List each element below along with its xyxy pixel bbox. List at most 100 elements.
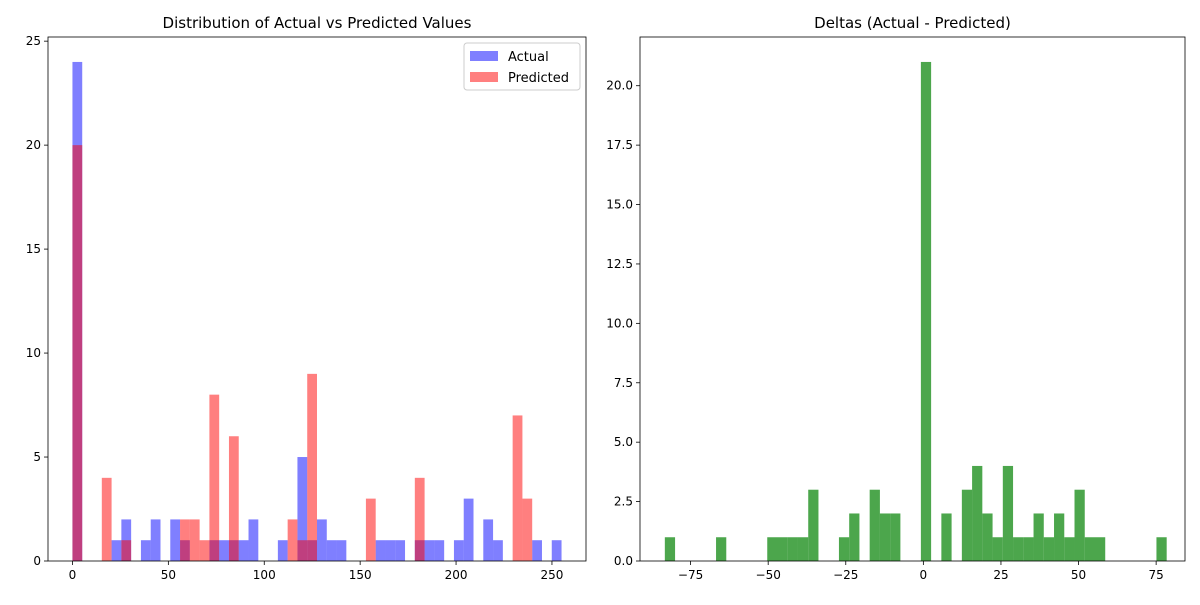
bar [111,540,122,561]
y-tick-label: 20.0 [606,79,633,93]
bar [551,540,562,561]
bar [1043,537,1055,561]
bar [1156,537,1167,561]
bar [238,540,249,561]
bar [808,489,819,561]
bar [336,540,347,561]
bar [920,61,932,561]
bar [317,519,327,561]
bar [838,537,850,561]
histogram-actual-vs-predicted: 0 50 100 150 200 250 0 5 10 15 20 25 Distribution of… [26,14,587,582]
x-tick-label: 150 [349,568,372,582]
bar [150,519,161,561]
y-tick-label: 5.0 [614,435,633,449]
bar [1084,537,1095,561]
bar [395,540,406,561]
bar [199,540,210,561]
bar [1094,537,1106,561]
bar [1002,465,1014,561]
legend-label: Predicted [508,71,569,86]
axes-frame [639,36,1186,562]
bar [209,394,220,561]
bar [297,540,308,561]
bar [879,513,891,561]
histogram-deltas: −75 −50 −25 0 25 50 75 0.0 2.5 5.0 7.5 10.0 12.5 15.0… [606,14,1186,582]
bar [219,540,229,561]
bar [1013,537,1024,561]
bar [797,537,809,561]
y-tick-label: 25 [26,34,41,48]
bar [869,489,880,561]
bar [189,519,200,561]
x-tick-label: −25 [833,568,858,582]
bar [228,436,239,561]
x-tick-label: 50 [1071,568,1086,582]
chart-title: Distribution of Actual vs Predicted Valu… [163,14,472,32]
x-tick-label: 0 [69,568,77,582]
bar [121,540,132,561]
x-tick-label: 250 [541,568,564,582]
bar [777,537,788,561]
bar [326,540,337,561]
bar [414,477,425,561]
bar [972,465,983,561]
bar [483,519,494,561]
y-tick-label: 10.0 [606,316,633,330]
bar [424,540,435,561]
bar [493,540,503,561]
bar [248,519,259,561]
bar [512,415,523,561]
y-tick-label: 10 [26,346,41,360]
x-tick-label: 0 [920,568,928,582]
series-0 [664,61,1167,561]
y-tick-label: 0 [33,554,41,568]
bar [385,540,396,561]
x-tick-label: 75 [1148,568,1163,582]
bar [716,537,727,561]
bar [277,540,288,561]
bar [307,373,317,561]
bar [664,537,676,561]
x-tick-label: 100 [253,568,276,582]
bar [961,489,973,561]
bar [463,498,474,561]
bar [453,540,464,561]
bar [1033,513,1044,561]
bar [532,540,542,561]
y-tick-label: 15 [26,242,41,256]
x-tick-label: 50 [161,568,176,582]
bar [992,537,1003,561]
chart-title: Deltas (Actual - Predicted) [814,14,1011,32]
legend-swatch [470,72,498,82]
y-tick-label: 7.5 [614,376,633,390]
x-tick-label: −50 [756,568,781,582]
bar [121,519,132,561]
legend-label: Actual [508,50,549,65]
x-tick-label: 200 [445,568,468,582]
legend-swatch [470,51,498,61]
axes-frame [47,36,587,562]
bar [180,519,190,561]
y-tick-label: 0.0 [614,554,633,568]
series-1 [72,145,533,561]
bar [72,145,83,561]
bar [365,498,376,561]
y-tick-label: 17.5 [606,138,633,152]
bar [1023,537,1034,561]
y-tick-label: 12.5 [606,257,633,271]
bar [1074,489,1085,561]
bar [101,477,112,561]
bar [140,540,151,561]
y-tick-label: 2.5 [614,495,633,509]
x-tick-label: 25 [993,568,1008,582]
y-tick-label: 15.0 [606,198,633,212]
bar [297,457,308,561]
y-tick-label: 5 [33,450,41,464]
bar [170,519,181,561]
bar [767,537,778,561]
y-tick-label: 20 [26,138,41,152]
bar [434,540,445,561]
bar [941,513,952,561]
bar [1054,513,1065,561]
